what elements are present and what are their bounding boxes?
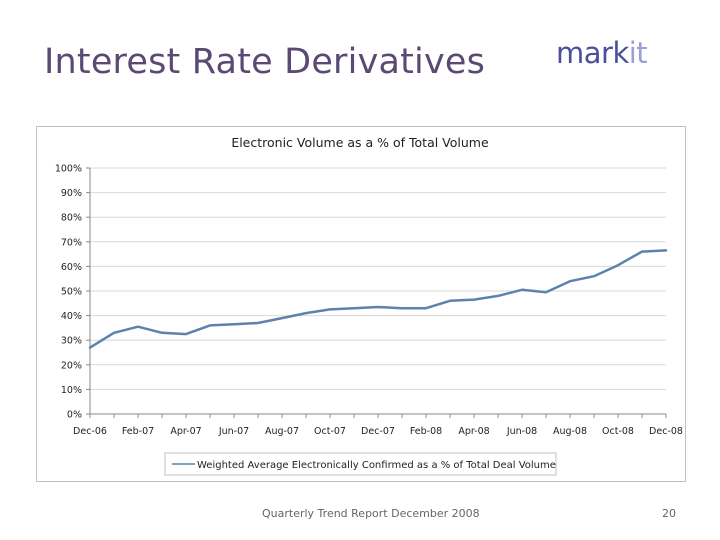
chart-title: Electronic Volume as a % of Total Volume — [231, 135, 489, 150]
y-tick-label: 100% — [55, 164, 82, 175]
slide-title: Interest Rate Derivatives — [44, 42, 486, 82]
x-tick-label: Oct-08 — [602, 426, 634, 437]
legend-label: Weighted Average Electronically Confirme… — [197, 460, 556, 471]
x-tick-label: Jun-08 — [506, 426, 537, 437]
legend-box — [164, 452, 557, 476]
markit-logo: markit — [556, 36, 648, 70]
axes — [86, 167, 667, 418]
y-tick-label: 0% — [67, 410, 82, 421]
x-tick-label: Feb-07 — [122, 426, 154, 437]
y-tick-label: 70% — [61, 237, 82, 248]
y-tick-label: 50% — [61, 287, 82, 298]
y-tick-label: 90% — [61, 188, 82, 199]
legend: Weighted Average Electronically Confirme… — [164, 452, 557, 476]
y-tick-label: 40% — [61, 311, 82, 322]
y-tick-label: 10% — [61, 385, 82, 396]
x-tick-labels: Dec-06 Feb-07 Apr-07 Jun-07 Aug-07 Oct-07 Dec-… — [73, 426, 683, 437]
x-tick-label: Dec-06 — [73, 426, 107, 437]
x-tick-label: Dec-07 — [361, 426, 395, 437]
footer-text: Quarterly Trend Report December 2008 — [262, 507, 480, 520]
y-tick-label: 60% — [61, 262, 82, 273]
x-tick-label: Apr-08 — [458, 426, 489, 437]
x-tick-label: Feb-08 — [410, 426, 442, 437]
x-tick-label: Dec-08 — [649, 426, 683, 437]
y-tick-label: 30% — [61, 336, 82, 347]
series-layer — [88, 249, 668, 349]
chart-frame — [36, 126, 686, 482]
x-tick-label: Oct-07 — [314, 426, 346, 437]
x-tick-label: Jun-07 — [218, 426, 249, 437]
page-number: 20 — [662, 507, 676, 520]
gridlines — [90, 167, 666, 390]
x-tick-label: Aug-07 — [265, 426, 299, 437]
y-tick-label: 80% — [61, 213, 82, 224]
y-tick-label: 20% — [61, 360, 82, 371]
logo-accent: it — [628, 36, 648, 70]
y-tick-labels: 0% 10% 20% 30% 40% 50% 60% 70% 80% 90% 100% — [55, 164, 82, 421]
x-tick-label: Aug-08 — [553, 426, 587, 437]
logo-main: mark — [556, 36, 629, 70]
x-tick-label: Apr-07 — [170, 426, 201, 437]
series-line — [88, 249, 668, 349]
